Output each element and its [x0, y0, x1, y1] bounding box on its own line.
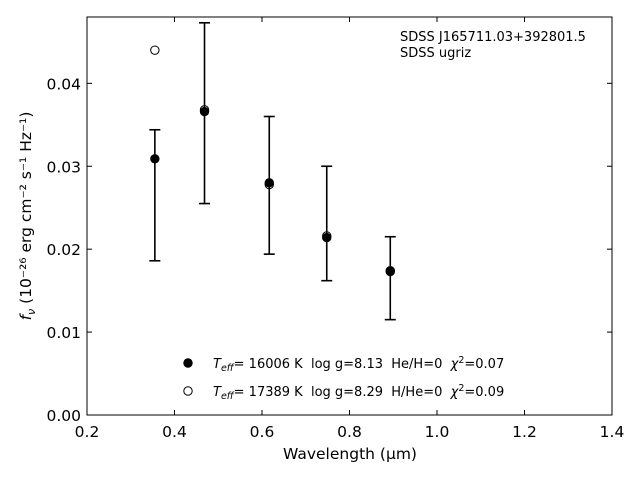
data-point-open: [264, 179, 274, 190]
legend-entry-1: Teff= 16006 K log g=8.13 He/H=0 χ2=0.07: [213, 355, 504, 374]
data-markers: [150, 45, 395, 277]
annotation-object-name: SDSS J165711.03+392801.5: [400, 30, 586, 45]
y-tick-label: 0.02: [46, 241, 81, 259]
legend: Teff= 16006 K log g=8.13 He/H=0 χ2=0.07 …: [183, 355, 504, 402]
x-tick-label: 1.4: [600, 423, 625, 441]
error-bar: [149, 128, 161, 262]
data-point-filled: [150, 154, 160, 164]
data-point-open: [150, 45, 160, 55]
annotation-filter-set: SDSS ugriz: [400, 46, 471, 61]
data-point-open: [385, 266, 395, 277]
y-tick-label: 0.03: [46, 158, 81, 176]
legend-marker-filled: [183, 358, 193, 368]
x-tick-label: 0.8: [337, 423, 362, 441]
x-tick-label: 0.6: [250, 423, 275, 441]
y-axis-title: fν (10⁻²⁶ erg cm⁻² s⁻¹ Hz⁻¹): [17, 112, 38, 321]
y-tick-label: 0.01: [46, 324, 81, 342]
x-tick-label: 0.4: [162, 423, 187, 441]
plot-frame: [86, 16, 613, 416]
legend-entry-2: Teff= 17389 K log g=8.29 H/He=0 χ2=0.09: [213, 383, 504, 402]
x-tick-label: 1.2: [512, 423, 537, 441]
data-point-open: [322, 231, 332, 241]
legend-marker-open: [183, 386, 193, 396]
axis-ticks: 0.2 0.4 0.6 0.8 1.0 1.2 1.4 0.00 0.01 0.02 0.03 0.0…: [46, 17, 624, 441]
y-tick-label: 0.00: [46, 407, 81, 425]
error-bar: [384, 235, 396, 321]
x-tick-label: 0.2: [75, 423, 100, 441]
x-axis-title: Wavelength (μm): [283, 445, 417, 463]
error-bar: [321, 165, 333, 282]
data-point-open: [199, 105, 210, 115]
y-tick-label: 0.04: [46, 75, 81, 93]
error-bars: [149, 22, 396, 321]
x-tick-label: 1.0: [425, 423, 450, 441]
